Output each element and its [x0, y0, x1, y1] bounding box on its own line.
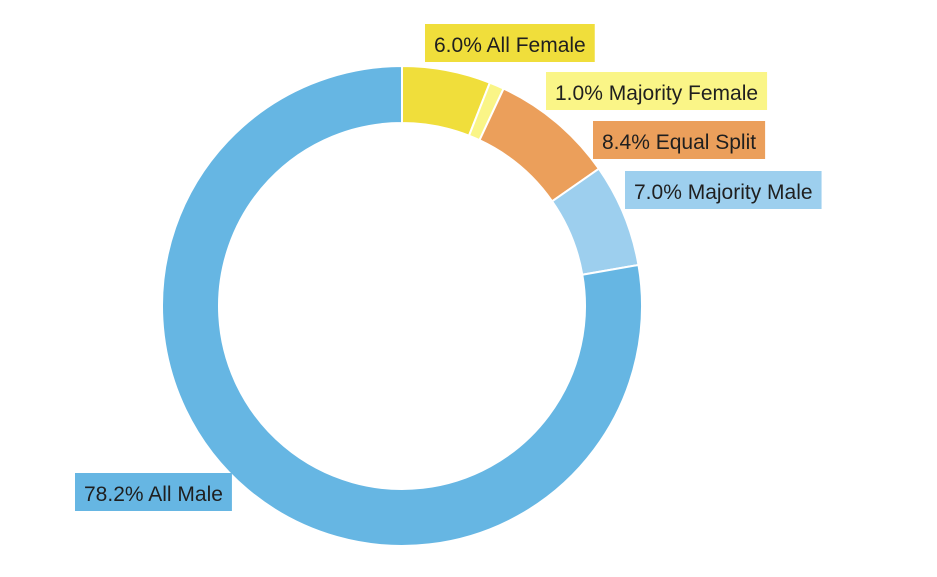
label-background: [625, 171, 822, 209]
label-all-female: 6.0% All Female: [425, 24, 595, 62]
label-background: [546, 72, 768, 110]
slice-all-male: [161, 64, 643, 547]
label-majority-female: 1.0% Majority Female: [546, 72, 768, 110]
label-background: [593, 121, 766, 159]
slice-label-text: 8.4% Equal Split: [602, 131, 756, 154]
label-equal-split: 8.4% Equal Split: [593, 121, 766, 159]
slice-label-text: 78.2% All Male: [84, 483, 223, 506]
label-background: [75, 473, 232, 511]
slice-label-text: 1.0% Majority Female: [555, 82, 758, 105]
slice-labels: 6.0% All Female 1.0% Majority Female 8.4% …: [75, 24, 822, 511]
label-background: [425, 24, 595, 62]
label-majority-male: 7.0% Majority Male: [625, 171, 822, 209]
donut-slices: [161, 64, 643, 547]
label-all-male: 78.2% All Male: [75, 473, 232, 511]
slice-label-text: 6.0% All Female: [434, 34, 586, 57]
slice-label-text: 7.0% Majority Male: [634, 181, 813, 204]
